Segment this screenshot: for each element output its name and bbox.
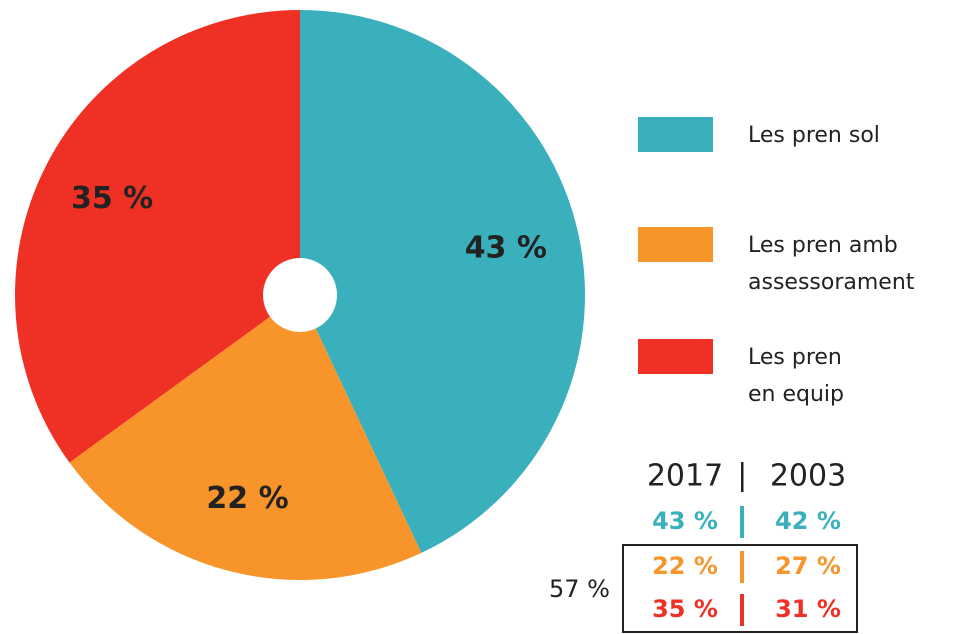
legend-swatch — [638, 117, 713, 152]
pie-slice — [300, 10, 586, 553]
table-separator — [740, 551, 744, 583]
slice-label: 43 % — [465, 230, 547, 265]
table-header: 2003 — [770, 459, 846, 494]
table-cell: 42 % — [775, 507, 841, 535]
pie-slice — [69, 295, 422, 581]
table-cell: 22 % — [652, 552, 718, 580]
legend-swatch — [638, 339, 713, 374]
legend-label: Les pren sol — [748, 123, 880, 148]
table-cell: 27 % — [775, 552, 841, 580]
legend-label: Les pren amb assessorament — [748, 233, 915, 295]
table-separator — [740, 594, 744, 626]
table-cell: 35 % — [652, 595, 718, 623]
pie-slice — [14, 10, 301, 463]
group-box — [622, 544, 858, 633]
table-cell: 31 % — [775, 595, 841, 623]
legend-label: Les pren en equip — [748, 345, 844, 407]
table-separator — [741, 462, 744, 492]
table-header: 2017 — [647, 459, 723, 494]
slice-label: 22 % — [206, 481, 288, 516]
group-label: 57 % — [549, 575, 610, 603]
table-separator — [740, 506, 744, 538]
table-cell: 43 % — [652, 507, 718, 535]
donut-hole — [263, 258, 337, 332]
legend-swatch — [638, 227, 713, 262]
slice-label: 35 % — [71, 181, 153, 216]
